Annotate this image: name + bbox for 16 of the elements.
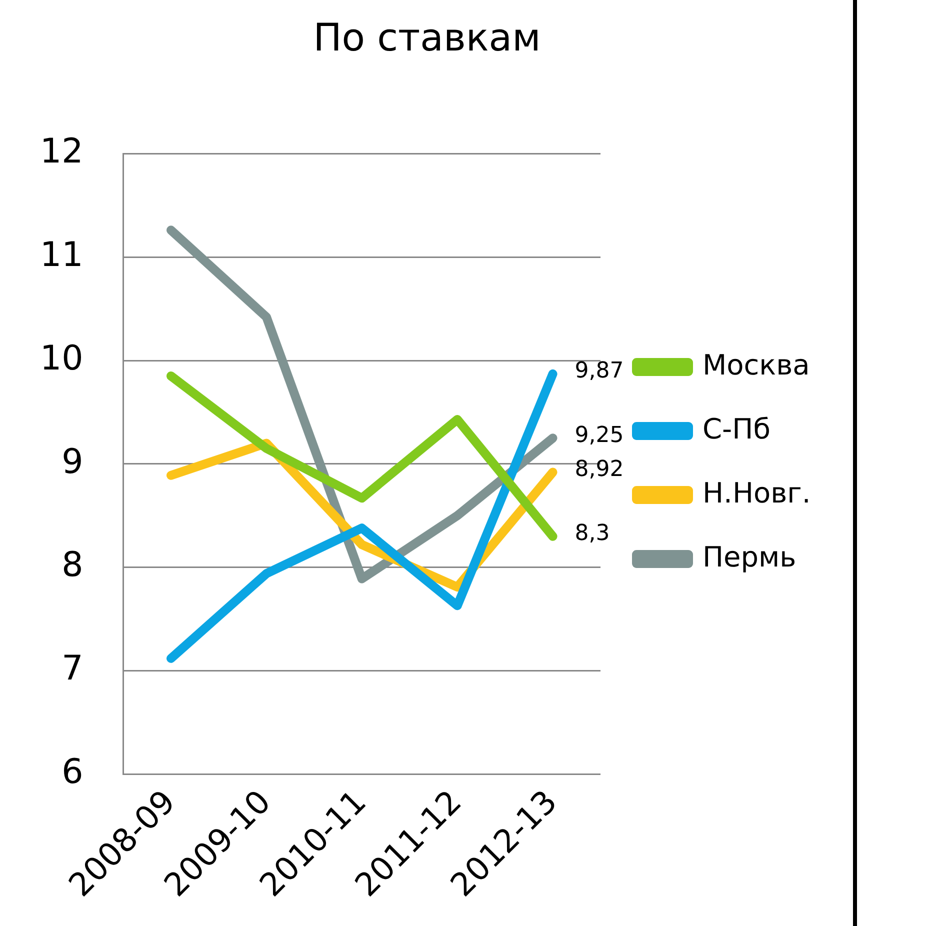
y-tick-label: 9: [62, 442, 84, 482]
legend-label: С-Пб: [702, 412, 770, 446]
y-tick-label: 12: [40, 131, 84, 172]
legend-label: Н.Новг.: [702, 476, 811, 510]
y-tick-label: 7: [62, 648, 84, 689]
data-label: 8,3: [574, 521, 610, 546]
data-label: 9,87: [574, 358, 624, 384]
y-tick-label: 6: [62, 752, 84, 792]
legend-label: Пермь: [702, 540, 796, 574]
y-tick-label: 8: [62, 545, 84, 586]
chart-title: По ставкам: [313, 16, 541, 60]
data-label: 8,92: [574, 456, 624, 482]
y-tick-label: 10: [40, 338, 84, 378]
legend-label: Москва: [702, 348, 810, 382]
data-label: 9,25: [574, 422, 624, 448]
y-tick-label: 11: [40, 234, 84, 275]
